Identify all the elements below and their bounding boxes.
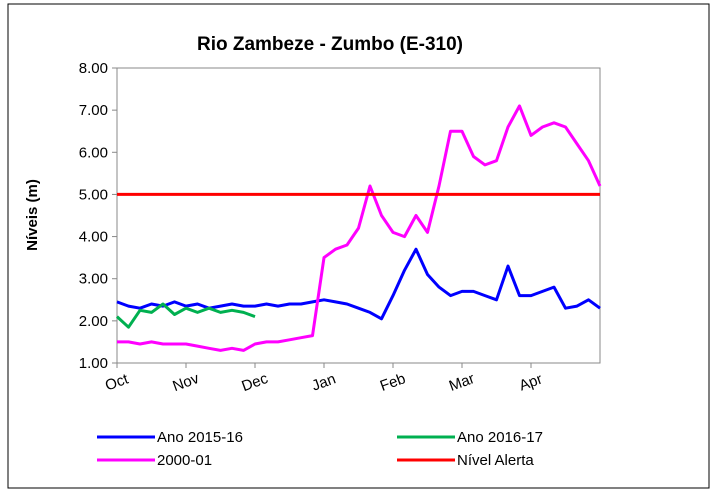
chart-border <box>7 3 710 489</box>
series-line <box>116 247 601 321</box>
legend-label: Ano 2016-17 <box>457 429 543 446</box>
y-tick-label: 6.00 <box>79 144 108 161</box>
y-tick-label: 1.00 <box>79 355 108 372</box>
chart-title: Rio Zambeze - Zumbo (E-310) <box>197 34 463 55</box>
y-tick-label: 2.00 <box>79 313 108 330</box>
y-tick-label: 7.00 <box>79 102 108 119</box>
y-tick-label: 8.00 <box>79 60 108 77</box>
series-line <box>117 104 602 352</box>
series-line <box>115 302 256 329</box>
y-tick-label: 5.00 <box>79 186 108 203</box>
legend-label: Ano 2015-16 <box>157 429 243 446</box>
y-axis-label: Níveis (m) <box>24 179 41 251</box>
x-tick-label: Apr <box>517 371 545 395</box>
y-tick-label: 4.00 <box>79 229 108 246</box>
legend-label: Nível Alerta <box>457 452 534 469</box>
plot-border <box>116 67 601 364</box>
legend-label: 2000-01 <box>157 452 212 469</box>
y-tick-label: 3.00 <box>79 271 108 288</box>
